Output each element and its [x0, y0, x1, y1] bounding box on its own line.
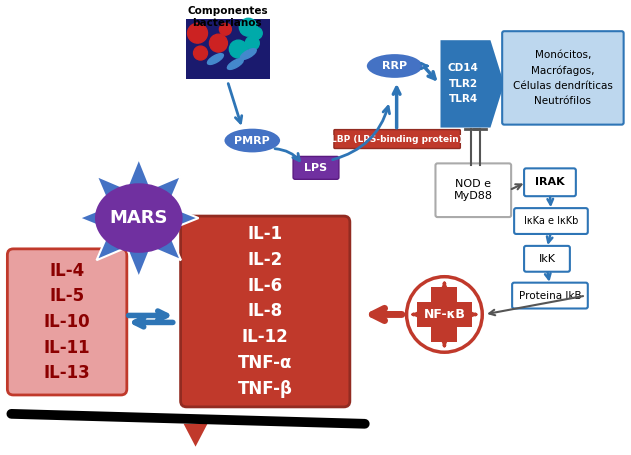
FancyBboxPatch shape	[512, 283, 588, 308]
Circle shape	[406, 277, 482, 352]
Bar	[416, 302, 473, 328]
Text: IL-4
IL-5
IL-10
IL-11
IL-13: IL-4 IL-5 IL-10 IL-11 IL-13	[44, 262, 90, 382]
Text: IκKa e IκKb: IκKa e IκKb	[524, 216, 578, 226]
Text: CD14
TLR2
TLR4: CD14 TLR2 TLR4	[448, 63, 479, 105]
FancyBboxPatch shape	[180, 216, 350, 407]
Text: LPS: LPS	[304, 163, 327, 173]
Circle shape	[209, 34, 227, 52]
Polygon shape	[79, 158, 199, 278]
Ellipse shape	[240, 49, 256, 60]
Bar	[432, 287, 457, 342]
Circle shape	[251, 27, 262, 39]
Text: Componentes
bacterianos: Componentes bacterianos	[187, 6, 268, 28]
FancyBboxPatch shape	[502, 31, 623, 125]
Ellipse shape	[223, 127, 281, 153]
FancyBboxPatch shape	[435, 163, 511, 217]
Circle shape	[194, 46, 208, 60]
Circle shape	[230, 40, 247, 58]
Circle shape	[239, 18, 257, 36]
Text: IkK: IkK	[538, 254, 555, 264]
Text: IRAK: IRAK	[535, 177, 565, 187]
FancyBboxPatch shape	[514, 208, 588, 234]
Text: PMRP: PMRP	[234, 136, 270, 146]
Text: Monócitos,
Macrófagos,
Células dendríticas
Neutrófilos: Monócitos, Macrófagos, Células dendrític…	[513, 51, 613, 106]
FancyBboxPatch shape	[524, 246, 570, 272]
Text: RRP: RRP	[382, 61, 407, 71]
Bar	[186, 19, 270, 79]
Text: IL-1
IL-2
IL-6
IL-8
IL-12
TNF-α
TNF-β: IL-1 IL-2 IL-6 IL-8 IL-12 TNF-α TNF-β	[238, 225, 293, 398]
Ellipse shape	[366, 53, 423, 79]
Polygon shape	[439, 39, 505, 129]
Circle shape	[220, 23, 232, 35]
FancyBboxPatch shape	[293, 157, 339, 179]
Text: NF-κB: NF-κB	[423, 308, 466, 321]
Ellipse shape	[95, 183, 182, 253]
Text: NOD e
MyD88: NOD e MyD88	[454, 179, 493, 201]
Circle shape	[187, 23, 208, 43]
Polygon shape	[184, 424, 208, 447]
Circle shape	[245, 36, 259, 50]
FancyBboxPatch shape	[524, 168, 576, 196]
FancyBboxPatch shape	[8, 249, 127, 395]
Text: LBP (LPS-binding protein): LBP (LPS-binding protein)	[331, 135, 463, 143]
Text: MARS: MARS	[110, 209, 168, 227]
Ellipse shape	[208, 54, 223, 65]
FancyBboxPatch shape	[334, 130, 461, 148]
Ellipse shape	[227, 59, 244, 70]
Text: Proteina IkB: Proteina IkB	[519, 291, 581, 301]
